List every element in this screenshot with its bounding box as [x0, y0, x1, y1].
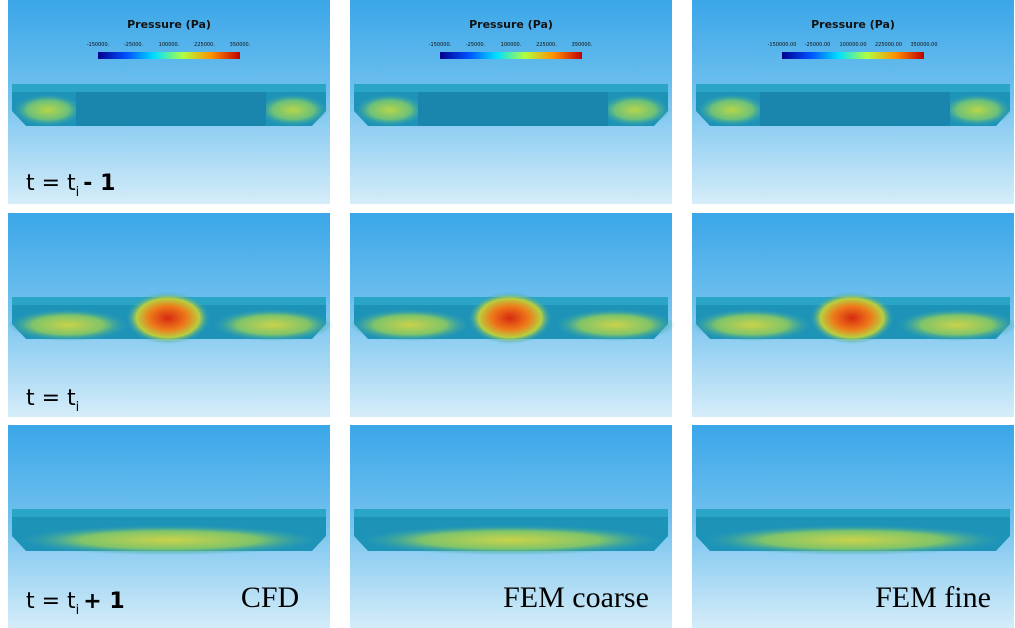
- row-label-main: t = t: [26, 386, 76, 411]
- panel: FEM coarse: [350, 425, 672, 628]
- slab-top: [12, 84, 326, 92]
- row-label-sub: i: [76, 400, 80, 415]
- panel: t = ti + 1 CFD: [8, 425, 330, 628]
- colorbar-title: Pressure (Pa): [127, 18, 211, 31]
- core: [760, 92, 950, 126]
- colorbar-tick-label: -25000.: [124, 42, 144, 48]
- panel: Pressure (Pa) -150000. -25000. 100000. 22500…: [8, 0, 330, 204]
- row-label: t = ti + 1: [26, 589, 125, 618]
- blob: [126, 292, 210, 344]
- blob: [555, 309, 675, 341]
- colorbar-tick-label: 225000.: [194, 42, 215, 48]
- colorbar-tick-label: 100000.: [501, 42, 522, 48]
- column-label: FEM coarse: [503, 581, 649, 614]
- colorbar-tick-label: 350000.: [230, 42, 251, 48]
- panel: [350, 213, 675, 417]
- row-label: t = ti - 1: [26, 171, 115, 200]
- colorbar-title: Pressure (Pa): [469, 18, 553, 31]
- blob: [600, 94, 670, 126]
- blob: [942, 94, 1012, 126]
- blob: [8, 309, 128, 341]
- colorbar: [440, 52, 582, 59]
- row-label-sub: i: [76, 603, 80, 618]
- blob: [703, 525, 1003, 555]
- field: [13, 92, 328, 126]
- blob: [213, 309, 333, 341]
- colorbar-title: Pressure (Pa): [811, 18, 895, 31]
- colorbar-tick-label: -25000.00: [805, 42, 831, 48]
- field: [703, 525, 1003, 555]
- row-label-main: t = t: [26, 589, 76, 614]
- column-label: CFD: [241, 581, 299, 614]
- row-label-tail: - 1: [83, 171, 115, 196]
- slab-top: [696, 509, 1010, 517]
- colorbar-tick-label: -150000.: [87, 42, 110, 48]
- colorbar: [98, 52, 240, 59]
- field: [692, 292, 1015, 344]
- field: [19, 525, 319, 555]
- colorbar-tick-label: -25000.: [466, 42, 486, 48]
- row-label-sub: i: [76, 185, 80, 200]
- colorbar-tick-label: 100000.: [159, 42, 180, 48]
- colorbar-tick-label: 350000.00: [910, 42, 937, 48]
- column-label: FEM fine: [875, 581, 991, 614]
- blob: [810, 292, 894, 344]
- slab-top: [354, 84, 668, 92]
- blob: [897, 309, 1015, 341]
- panel: Pressure (Pa) -150000.00 -25000.00 100000.0…: [692, 0, 1014, 204]
- field: [350, 292, 675, 344]
- colorbar-tick-label: -150000.00: [768, 42, 797, 48]
- blob: [13, 94, 83, 126]
- colorbar-tick-label: 225000.: [536, 42, 557, 48]
- panel: FEM fine: [692, 425, 1014, 628]
- blob: [19, 525, 319, 555]
- field: [355, 92, 670, 126]
- blob: [350, 309, 470, 341]
- slab-top: [354, 509, 668, 517]
- blob: [692, 309, 812, 341]
- colorbar-tick-label: -150000.: [429, 42, 452, 48]
- colorbar: [782, 52, 924, 59]
- blob: [258, 94, 328, 126]
- row-label: t = ti: [26, 386, 79, 415]
- blob: [355, 94, 425, 126]
- colorbar-tick-label: 350000.: [572, 42, 593, 48]
- slab-top: [696, 84, 1010, 92]
- panel: [692, 213, 1015, 417]
- blob: [697, 94, 767, 126]
- blob: [468, 292, 552, 344]
- panel: t = ti: [8, 213, 333, 417]
- slab-top: [12, 509, 326, 517]
- panel: Pressure (Pa) -150000. -25000. 100000. 22500…: [350, 0, 672, 204]
- field: [697, 92, 1012, 126]
- core: [418, 92, 608, 126]
- field: [8, 292, 333, 344]
- core: [76, 92, 266, 126]
- colorbar-tick-label: 225000.00: [875, 42, 902, 48]
- row-label-main: t = t: [26, 171, 76, 196]
- blob: [361, 525, 661, 555]
- row-label-tail: + 1: [83, 589, 124, 614]
- colorbar-tick-label: 100000.00: [839, 42, 866, 48]
- field: [361, 525, 661, 555]
